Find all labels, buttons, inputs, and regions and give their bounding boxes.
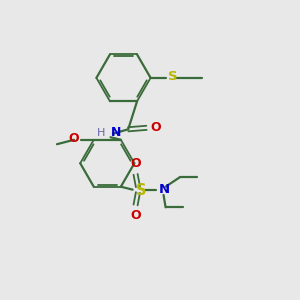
Text: O: O xyxy=(150,121,161,134)
Text: O: O xyxy=(130,157,141,170)
Text: H: H xyxy=(97,128,105,138)
Text: N: N xyxy=(110,126,121,139)
Text: O: O xyxy=(130,209,141,222)
Text: S: S xyxy=(168,70,178,83)
Text: N: N xyxy=(159,183,170,196)
Text: O: O xyxy=(68,132,79,146)
Text: S: S xyxy=(136,183,146,198)
